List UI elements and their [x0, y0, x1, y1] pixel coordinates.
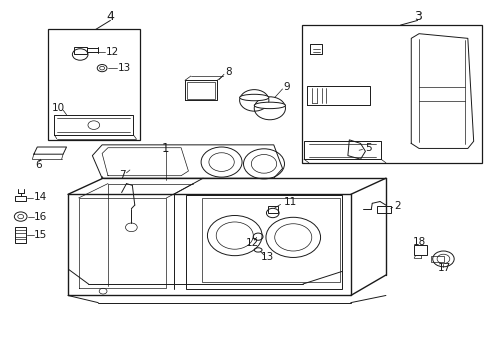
- Bar: [48, 30, 140, 140]
- Bar: [413, 245, 427, 255]
- Text: 8: 8: [224, 67, 231, 77]
- Text: 18: 18: [411, 237, 425, 247]
- Text: 5: 5: [365, 143, 371, 153]
- Text: 11: 11: [283, 197, 296, 207]
- Bar: [302, 25, 482, 163]
- Text: 1: 1: [162, 142, 169, 155]
- Text: 12: 12: [245, 238, 259, 248]
- Bar: [74, 46, 87, 54]
- Bar: [15, 196, 26, 201]
- Text: 13: 13: [261, 252, 274, 262]
- Text: 2: 2: [394, 201, 401, 211]
- Bar: [187, 82, 215, 99]
- Text: 13: 13: [118, 63, 131, 73]
- Text: 16: 16: [34, 212, 47, 221]
- Ellipse shape: [254, 102, 285, 109]
- Text: 17: 17: [437, 263, 450, 273]
- Bar: [15, 227, 26, 243]
- Text: 12: 12: [105, 46, 119, 57]
- Bar: [267, 206, 277, 213]
- Text: 14: 14: [34, 192, 47, 202]
- Text: 4: 4: [106, 10, 114, 23]
- Text: 9: 9: [283, 82, 289, 92]
- Bar: [185, 195, 341, 289]
- Bar: [376, 206, 390, 213]
- Text: 7: 7: [119, 170, 125, 180]
- Text: 10: 10: [52, 103, 65, 113]
- Bar: [430, 256, 444, 262]
- Text: 3: 3: [413, 10, 421, 23]
- Bar: [201, 198, 339, 282]
- Text: 15: 15: [34, 230, 47, 240]
- Text: 6: 6: [35, 160, 42, 170]
- Ellipse shape: [239, 94, 268, 101]
